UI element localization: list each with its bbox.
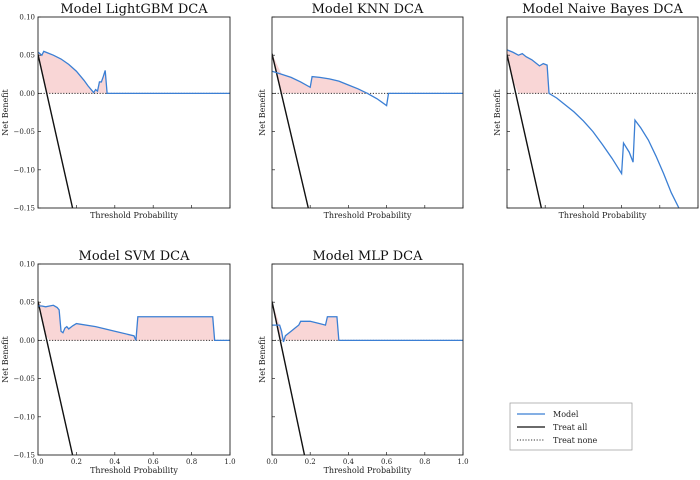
x-tick-label: 0.0 [266, 458, 277, 466]
net-benefit-area [38, 51, 230, 94]
axes-frame [506, 16, 699, 209]
y-tick-label: 0.05 [19, 299, 35, 307]
legend-label: Treat all [553, 423, 588, 432]
model-line [272, 70, 463, 107]
net-benefit-area [272, 53, 463, 94]
dca-panel: 0.0 0.2 0.4 0.6 0.8 1.0 Model MLP DCA Threshold… [258, 249, 469, 475]
y-tick-label: −0.10 [14, 166, 35, 174]
x-tick-label: 0.8 [186, 458, 197, 466]
dca-panel: Model KNN DCA Threshold Probability Net Be… [258, 2, 464, 220]
x-axis-label: Threshold Probability [90, 211, 178, 220]
y-tick-label: 0.05 [19, 52, 35, 60]
treat-all-line [272, 53, 309, 208]
x-tick-label: 0.4 [343, 458, 355, 466]
panel-title: Model Naive Bayes DCA [522, 2, 683, 17]
y-tick-label: −0.05 [14, 128, 35, 136]
net-benefit-area [507, 49, 679, 94]
net-benefit-area [272, 301, 463, 341]
x-tick-label: 0.2 [305, 458, 316, 466]
y-tick-label: 0.10 [19, 14, 35, 22]
x-tick-label: 1.0 [224, 458, 235, 466]
x-axis-label: Threshold Probability [324, 466, 412, 475]
model-line [38, 304, 230, 342]
x-axis-label: Threshold Probability [90, 466, 178, 475]
model-line [507, 49, 680, 208]
y-axis-label: Net Benefit [1, 335, 10, 382]
y-tick-label: −0.05 [14, 375, 35, 383]
dca-panel: 0.10 0.05 0.00 −0.05 −0.10 −0.150.0 0.2 0.4 0.6 0… [1, 249, 236, 475]
axes-frame [271, 16, 464, 209]
x-tick-label: 0.0 [32, 458, 43, 466]
x-tick-label: 0.6 [148, 458, 160, 466]
treat-all-line [272, 301, 306, 455]
y-tick-label: 0.10 [19, 261, 35, 269]
x-axis-label: Threshold Probability [559, 211, 647, 220]
x-axis-label: Threshold Probability [324, 211, 412, 220]
y-axis-label: Net Benefit [493, 88, 502, 135]
y-axis-label: Net Benefit [258, 335, 267, 382]
axes-frame [37, 263, 231, 456]
panel-title: Model LightGBM DCA [60, 2, 208, 17]
dca-panel: 0.10 0.05 0.00 −0.05 −0.10 −0.15 Model LightGB… [1, 2, 231, 220]
x-tick-label: 0.4 [109, 458, 121, 466]
panel-title: Model MLP DCA [312, 249, 423, 264]
treat-all-line [38, 301, 74, 455]
y-tick-label: −0.15 [14, 452, 35, 460]
x-tick-label: 0.6 [381, 458, 393, 466]
axes-frame [271, 263, 464, 456]
model-line [272, 316, 463, 343]
panel-title: Model KNN DCA [312, 2, 424, 17]
model-line [38, 50, 230, 95]
y-tick-label: 0.00 [19, 337, 35, 345]
y-axis-label: Net Benefit [1, 88, 10, 135]
treat-all-line [507, 54, 543, 208]
legend-label: Treat none [553, 436, 598, 445]
y-tick-label: −0.10 [14, 413, 35, 421]
y-tick-label: −0.15 [14, 205, 35, 213]
panel-title: Model SVM DCA [79, 249, 191, 264]
treat-all-line [38, 54, 74, 208]
x-tick-label: 0.8 [419, 458, 430, 466]
legend: Model Treat all Treat none [509, 402, 633, 451]
axes-frame [37, 16, 231, 209]
x-tick-label: 0.2 [71, 458, 82, 466]
y-axis-label: Net Benefit [258, 88, 267, 135]
dca-panel: Model Naive Bayes DCA Threshold Probabili… [493, 2, 699, 220]
net-benefit-area [38, 301, 230, 341]
y-tick-label: 0.00 [19, 90, 35, 98]
legend-label: Model [553, 410, 579, 419]
x-tick-label: 1.0 [457, 458, 468, 466]
